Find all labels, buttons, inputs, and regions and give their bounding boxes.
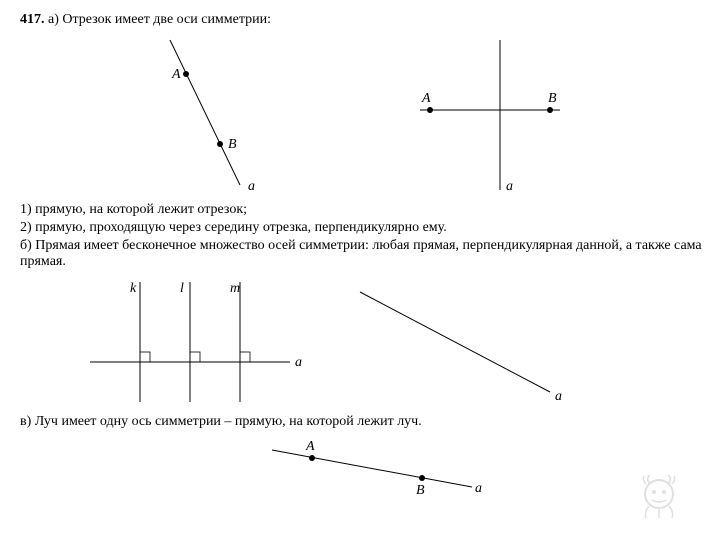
label-A: A — [171, 67, 181, 82]
label-B5: B — [416, 483, 425, 498]
label-m: m — [230, 281, 240, 296]
text-2: 2) прямую, проходящую через середину отр… — [20, 220, 704, 236]
figure-single-line: a — [320, 272, 600, 412]
problem-header: 417. а) Отрезок имеет две оси симметрии: — [20, 12, 704, 28]
figure-row-1: A B a A B a — [20, 30, 704, 200]
figure-ray: A B a — [212, 432, 512, 502]
figure-row-3: A B a — [20, 432, 704, 502]
text-b: б) Прямая имеет бесконечное множество ос… — [20, 238, 704, 270]
figure-row-2: k l m a a — [20, 272, 704, 412]
label-B2: B — [548, 91, 557, 106]
label-k: k — [130, 281, 137, 296]
label-A2: A — [421, 91, 431, 106]
figure-perpendiculars: k l m a — [20, 272, 320, 412]
figure-segment-perp: A B a — [280, 30, 600, 200]
watermark-icon — [634, 472, 684, 522]
label-l: l — [180, 281, 184, 296]
label-a3: a — [295, 355, 302, 370]
problem-number: 417. — [20, 12, 45, 27]
part-a-title: а) Отрезок имеет две оси симметрии: — [48, 12, 271, 27]
text-1: 1) прямую, на которой лежит отрезок; — [20, 202, 704, 218]
label-a: a — [248, 179, 255, 194]
label-A5: A — [305, 439, 315, 454]
label-a4: a — [555, 389, 562, 404]
label-a2: a — [506, 179, 513, 194]
label-B: B — [228, 137, 237, 152]
text-v: в) Луч имеет одну ось симметрии – прямую… — [20, 414, 704, 430]
label-a5: a — [475, 481, 482, 496]
figure-segment-slanted: A B a — [20, 30, 280, 200]
